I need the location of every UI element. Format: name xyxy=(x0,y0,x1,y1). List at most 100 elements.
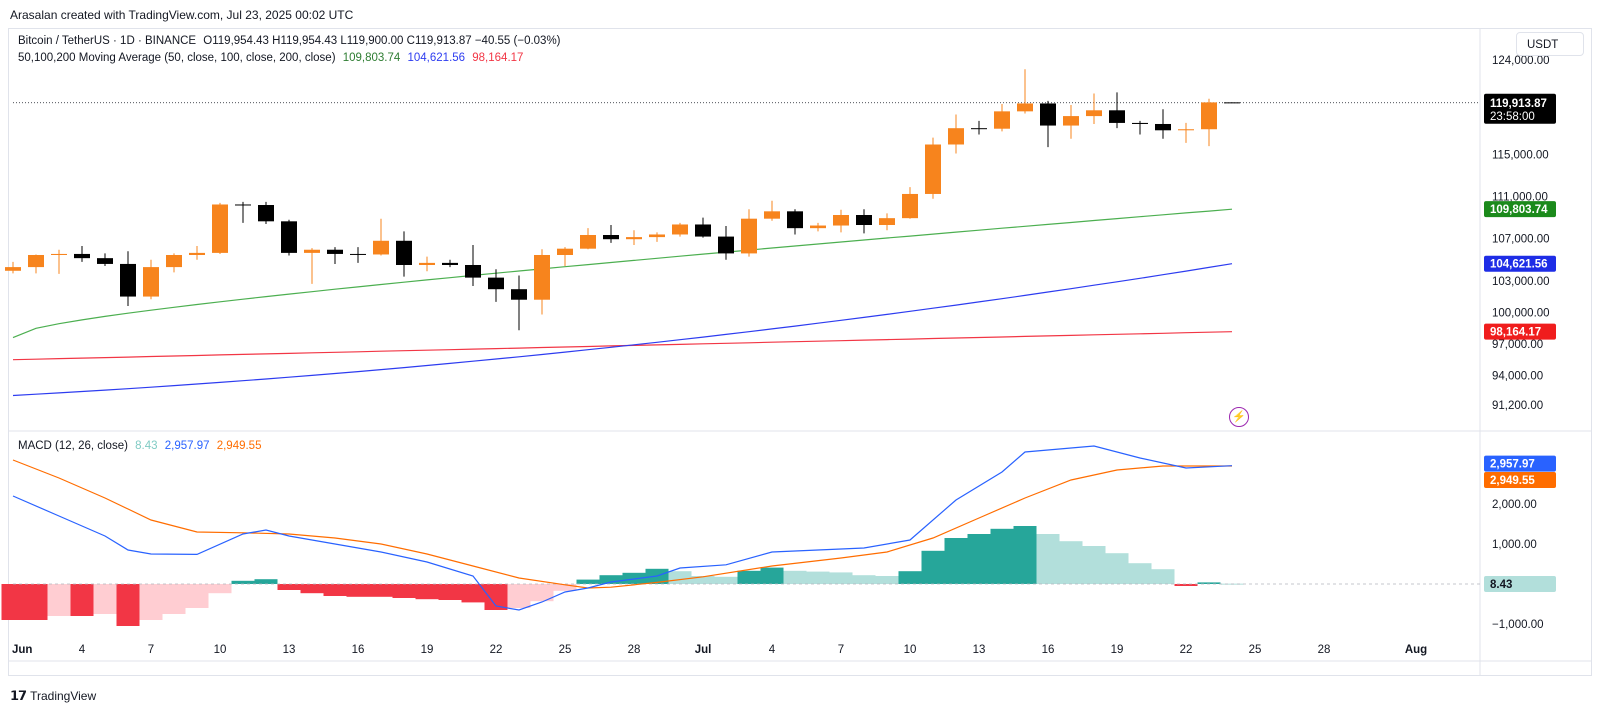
symbol-title[interactable]: Bitcoin / TetherUS · 1D · BINANCE xyxy=(18,35,197,47)
x-axis-tick-label: Aug xyxy=(1405,644,1427,656)
macd-histogram-bar xyxy=(24,584,48,620)
macd-line-badge: 2,957.97 xyxy=(1490,459,1535,471)
candle-body xyxy=(143,267,159,297)
macd-histogram-bar xyxy=(783,570,807,584)
ma50-line xyxy=(12,208,1233,339)
macd-histogram-bar xyxy=(921,550,945,584)
ma-legend: 50,100,200 Moving Average (50, close, 10… xyxy=(18,52,527,64)
macd-histogram-bar xyxy=(415,584,439,600)
macd-histogram-bar xyxy=(599,575,623,584)
macd-histogram-bar xyxy=(530,584,554,602)
candle-body xyxy=(97,258,113,264)
price-axis-label: 124,000.00 xyxy=(1492,55,1550,67)
macd-title[interactable]: MACD (12, 26, close) xyxy=(18,440,128,452)
macd-histogram-bar xyxy=(484,584,508,610)
price-axis-label: 115,000.00 xyxy=(1492,149,1549,161)
ma200-badge: 98,164.17 xyxy=(1490,327,1541,339)
candle-body xyxy=(488,277,504,290)
candle-body xyxy=(856,215,872,226)
last-price-badge: 119,913.87 xyxy=(1490,98,1547,110)
macd-histogram-bar xyxy=(1105,553,1129,584)
macd-histogram-bar xyxy=(507,584,531,608)
candle-body xyxy=(879,218,895,226)
x-axis-tick-label: 16 xyxy=(352,644,365,656)
candle-body xyxy=(948,128,964,145)
candle-body xyxy=(534,254,550,300)
candle-body xyxy=(649,234,665,238)
x-axis-tick-label: 4 xyxy=(769,644,776,656)
candle-body xyxy=(465,264,481,278)
x-axis-tick-label: 10 xyxy=(214,644,227,656)
macd-histogram-bar xyxy=(254,579,278,584)
macd-histogram-bar xyxy=(668,571,692,584)
macd-histogram-bar xyxy=(576,579,600,584)
macd-histogram xyxy=(1,526,1244,626)
x-axis-tick-label: 19 xyxy=(421,644,434,656)
macd-histogram-bar xyxy=(323,584,347,596)
x-axis-tick-label: Jul xyxy=(695,644,712,656)
candle-body xyxy=(350,253,366,255)
tradingview-logo-text: TradingView xyxy=(30,689,97,703)
ma50-badge: 109,803.74 xyxy=(1490,204,1548,216)
macd-histogram-bar xyxy=(93,584,117,614)
candle-body xyxy=(557,248,573,255)
macd-axis-label: −1,000.00 xyxy=(1492,619,1543,631)
macd-histogram-bar xyxy=(139,584,163,620)
macd-hist-badge: 8.43 xyxy=(1490,579,1512,591)
candle-body xyxy=(1040,103,1056,126)
macd-histogram-bar xyxy=(852,575,876,584)
macd-histogram-bar xyxy=(162,584,186,614)
candle-body xyxy=(672,224,688,235)
candle-body xyxy=(511,289,527,300)
x-axis-tick-label: Jun xyxy=(12,644,32,656)
ma100-badge-bg xyxy=(1484,255,1556,272)
candle-body xyxy=(580,235,596,249)
macd-histogram-bar xyxy=(944,538,968,584)
price-axis-label: 107,000.00 xyxy=(1492,234,1550,246)
macd-histogram-bar xyxy=(1059,541,1083,584)
candle-body xyxy=(1109,110,1125,123)
x-axis-tick-label: 13 xyxy=(283,644,296,656)
candle-body xyxy=(994,111,1010,129)
price-axis-label: 111,000.00 xyxy=(1492,192,1548,204)
macd-histogram-bar xyxy=(875,576,899,584)
candle-body xyxy=(833,215,849,226)
lightning-icon[interactable]: ⚡ xyxy=(1229,407,1249,427)
candle-body xyxy=(281,221,297,253)
candle-body xyxy=(396,240,412,265)
macd-signal-badge-bg xyxy=(1484,472,1556,489)
macd-hist-badge-bg xyxy=(1484,576,1556,592)
macd-histogram-bar xyxy=(346,584,370,597)
candle-body xyxy=(304,249,320,253)
ma100-line xyxy=(12,263,1233,397)
macd-histogram-bar xyxy=(737,570,761,584)
currency-selector[interactable]: USDT xyxy=(1516,32,1584,56)
tradingview-logo: 𝟭𝟳 TradingView xyxy=(10,688,96,704)
macd-histogram-bar xyxy=(231,580,255,584)
candle-body xyxy=(971,128,987,130)
macd-line-badge-bg xyxy=(1484,455,1556,472)
x-axis-tick-label: 16 xyxy=(1042,644,1055,656)
x-axis-tick-label: 7 xyxy=(838,644,844,656)
ma50-value: 109,803.74 xyxy=(342,52,401,64)
macd-histogram-bar xyxy=(691,576,715,584)
macd-histogram-bar xyxy=(369,584,393,597)
candle-body xyxy=(718,236,734,254)
candle-body xyxy=(603,235,619,240)
macd-histogram-bar xyxy=(760,567,784,584)
candle-body xyxy=(5,267,21,271)
macd-histogram-bar xyxy=(116,584,140,626)
candle-body xyxy=(1178,129,1194,131)
macd-signal-value: 2,949.55 xyxy=(216,440,262,452)
macd-histogram-bar xyxy=(806,571,830,584)
candle-body xyxy=(810,225,826,229)
macd-histogram-bar xyxy=(1082,546,1106,584)
x-axis-tick-label: 22 xyxy=(490,644,503,656)
ma200-value: 98,164.17 xyxy=(472,52,524,64)
candle-body xyxy=(1132,122,1148,124)
macd-histogram-bar xyxy=(1151,569,1175,584)
macd-histogram-bar xyxy=(1197,582,1221,584)
ma-title[interactable]: 50,100,200 Moving Average (50, close, 10… xyxy=(18,52,336,64)
macd-line xyxy=(12,445,1233,611)
